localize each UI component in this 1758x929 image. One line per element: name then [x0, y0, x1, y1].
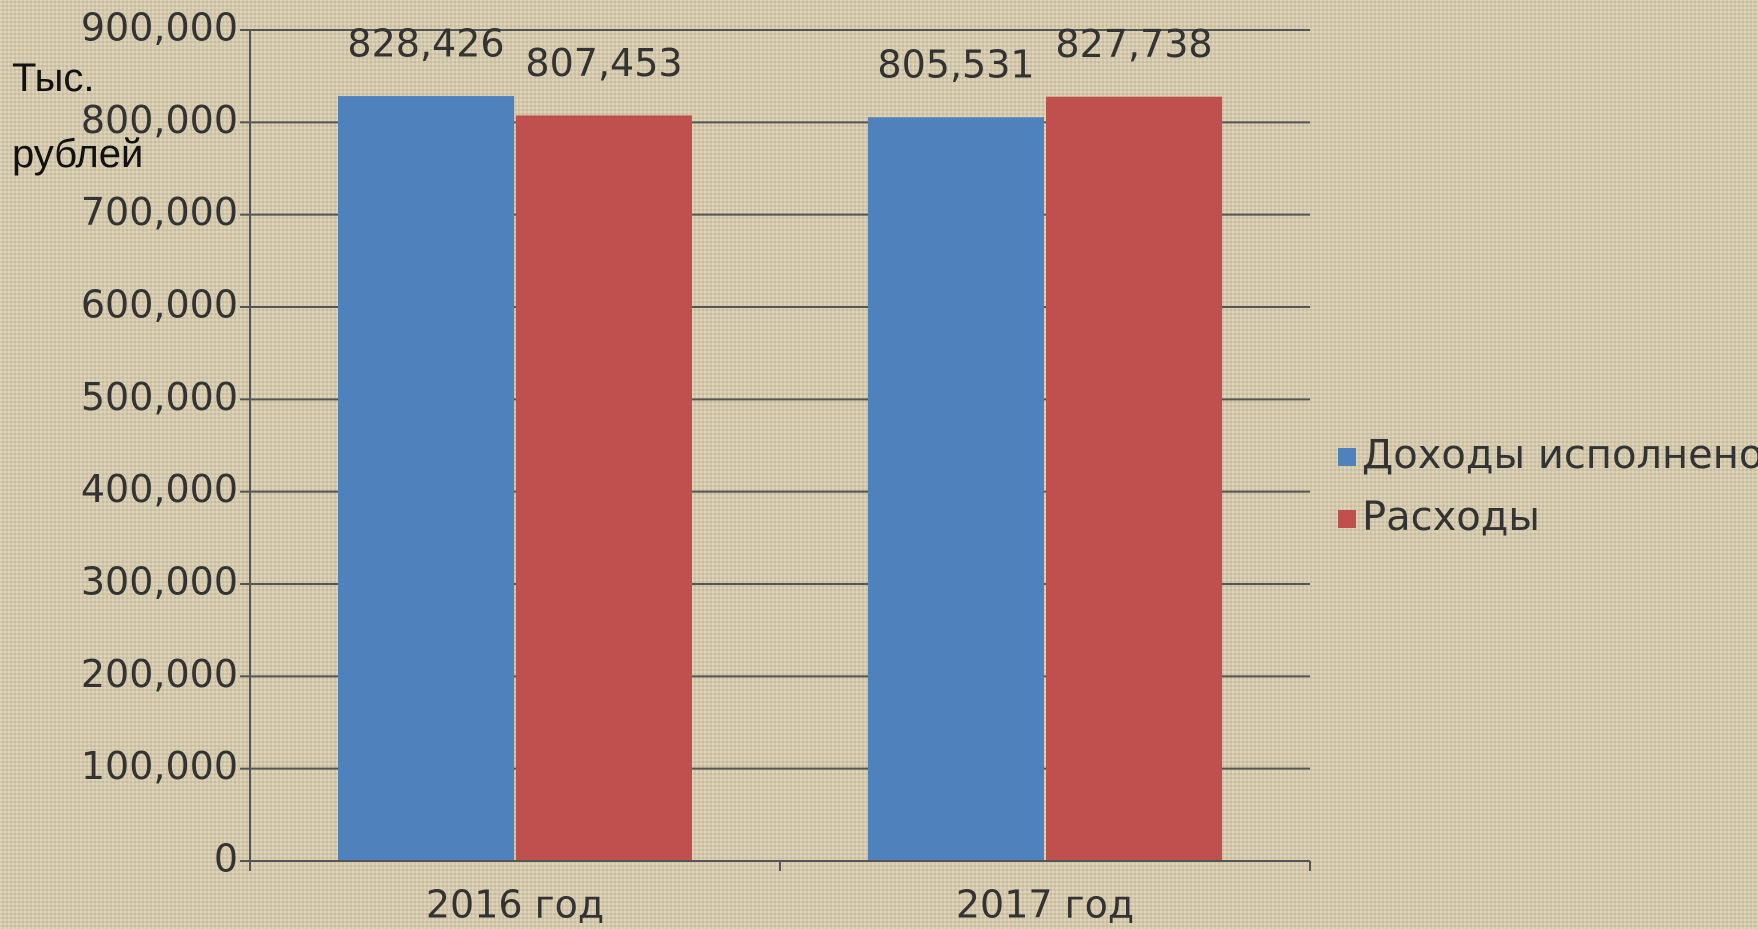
legend-swatch [1338, 510, 1356, 528]
y-tick-label: 500,000 [81, 375, 238, 419]
value-label: 827,738 [1055, 22, 1212, 66]
legend-label: Расходы [1362, 494, 1540, 540]
legend-swatch [1338, 448, 1356, 466]
y-tick-label: 600,000 [81, 283, 238, 327]
value-label: 807,453 [525, 41, 682, 85]
bar [516, 115, 692, 862]
y-tick-label: 800,000 [81, 98, 238, 142]
x-tick-label: 2016 год [426, 883, 604, 927]
bar [338, 96, 514, 861]
x-tick-label: 2017 год [956, 883, 1134, 927]
bar [1046, 96, 1222, 861]
value-label: 805,531 [877, 43, 1034, 87]
y-tick-label: 0 [214, 837, 238, 881]
bar [868, 117, 1044, 861]
y-tick-label: 100,000 [81, 744, 238, 788]
y-tick-label: 300,000 [81, 560, 238, 604]
y-tick-label: 200,000 [81, 652, 238, 696]
value-label: 828,426 [347, 22, 504, 66]
y-tick-label: 700,000 [81, 190, 238, 234]
legend-label: Доходы исполнено [1362, 432, 1758, 478]
y-axis-label: Тыс. рублей [12, 56, 144, 176]
y-tick-label: 900,000 [81, 6, 238, 50]
y-tick-label: 400,000 [81, 467, 238, 511]
